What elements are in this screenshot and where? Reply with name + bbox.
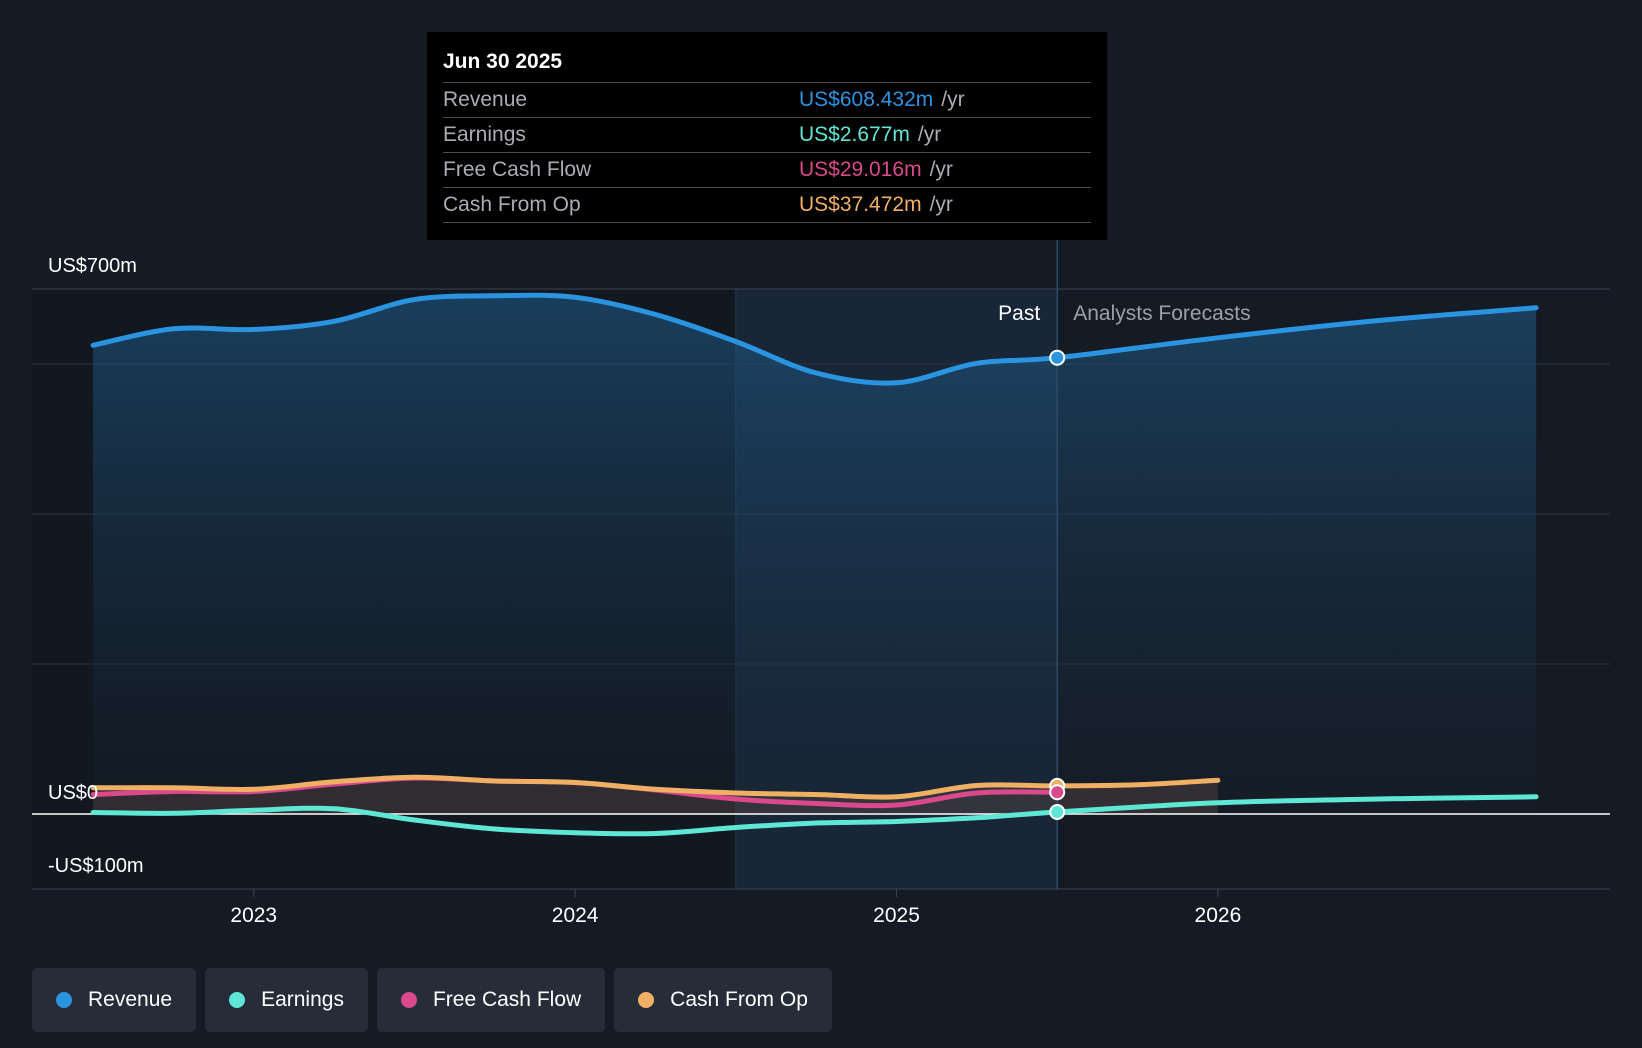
legend: Revenue Earnings Free Cash Flow Cash Fro…: [32, 968, 832, 1032]
legend-item-cash-from-op[interactable]: Cash From Op: [614, 968, 832, 1032]
tooltip-value-earnings: US$2.677m: [799, 123, 910, 146]
tooltip-unit-revenue: /yr: [941, 88, 965, 111]
legend-dot-free-cash-flow-icon: [400, 992, 417, 1008]
x-tick-label-2023: 2023: [230, 904, 277, 927]
y-label-0: US$0: [48, 782, 98, 804]
x-tick-label-2026: 2026: [1195, 904, 1242, 927]
tooltip-label-revenue: Revenue: [443, 88, 528, 111]
tooltip-unit-earnings: /yr: [917, 123, 942, 146]
tooltip-date: Jun 30 2025: [443, 46, 1091, 83]
legend-item-revenue[interactable]: Revenue: [32, 968, 197, 1032]
revenue-area: [93, 295, 1537, 814]
tooltip-unit-cash-from-op: /yr: [929, 193, 953, 216]
tooltip-unit-free-cash-flow: /yr: [929, 158, 953, 181]
forecast-label: Analysts Forecasts: [1073, 302, 1250, 325]
legend-label-free-cash-flow: Free Cash Flow: [432, 988, 582, 1011]
legend-dot-cash-from-op-icon: [638, 992, 655, 1008]
tooltip-row-earnings: Earnings US$2.677m /yr: [443, 118, 1091, 153]
marker-earnings: [1049, 803, 1066, 820]
legend-item-free-cash-flow[interactable]: Free Cash Flow: [376, 968, 606, 1032]
tooltip-value-revenue: US$608.432m: [799, 88, 934, 111]
tooltip-label-cash-from-op: Cash From Op: [443, 193, 581, 216]
legend-dot-earnings-icon: [229, 992, 246, 1008]
tooltip-row-cash-from-op: Cash From Op US$37.472m /yr: [443, 188, 1091, 223]
past-label: Past: [998, 302, 1040, 325]
x-tick-label-2024: 2024: [552, 904, 599, 927]
tooltip-value-cash-from-op: US$37.472m: [799, 193, 922, 216]
legend-item-earnings[interactable]: Earnings: [205, 968, 368, 1032]
tooltip-row-free-cash-flow: Free Cash Flow US$29.016m /yr: [443, 153, 1091, 188]
marker-free-cash-flow: [1049, 784, 1066, 801]
legend-label-cash-from-op: Cash From Op: [670, 988, 808, 1011]
tooltip-label-earnings: Earnings: [443, 123, 526, 146]
legend-dot-revenue-icon: [56, 992, 72, 1008]
tooltip: Jun 30 2025 Revenue US$608.432m /yr Earn…: [427, 32, 1107, 240]
tooltip-row-revenue: Revenue US$608.432m /yr: [443, 83, 1091, 118]
series-line-earnings: [90, 794, 1539, 837]
y-label-700: US$700m: [48, 255, 137, 277]
legend-label-revenue: Revenue: [88, 988, 173, 1011]
legend-label-earnings: Earnings: [261, 988, 344, 1011]
cash-from-op-area: [93, 777, 1218, 814]
x-tick-label-2025: 2025: [873, 904, 920, 927]
y-label--100: -US$100m: [48, 855, 144, 877]
series-line-cash-from-op: [90, 774, 1221, 800]
series-line-revenue: [90, 292, 1539, 386]
tooltip-label-free-cash-flow: Free Cash Flow: [443, 158, 592, 181]
tooltip-value-free-cash-flow: US$29.016m: [799, 158, 922, 181]
marker-revenue: [1049, 349, 1066, 366]
